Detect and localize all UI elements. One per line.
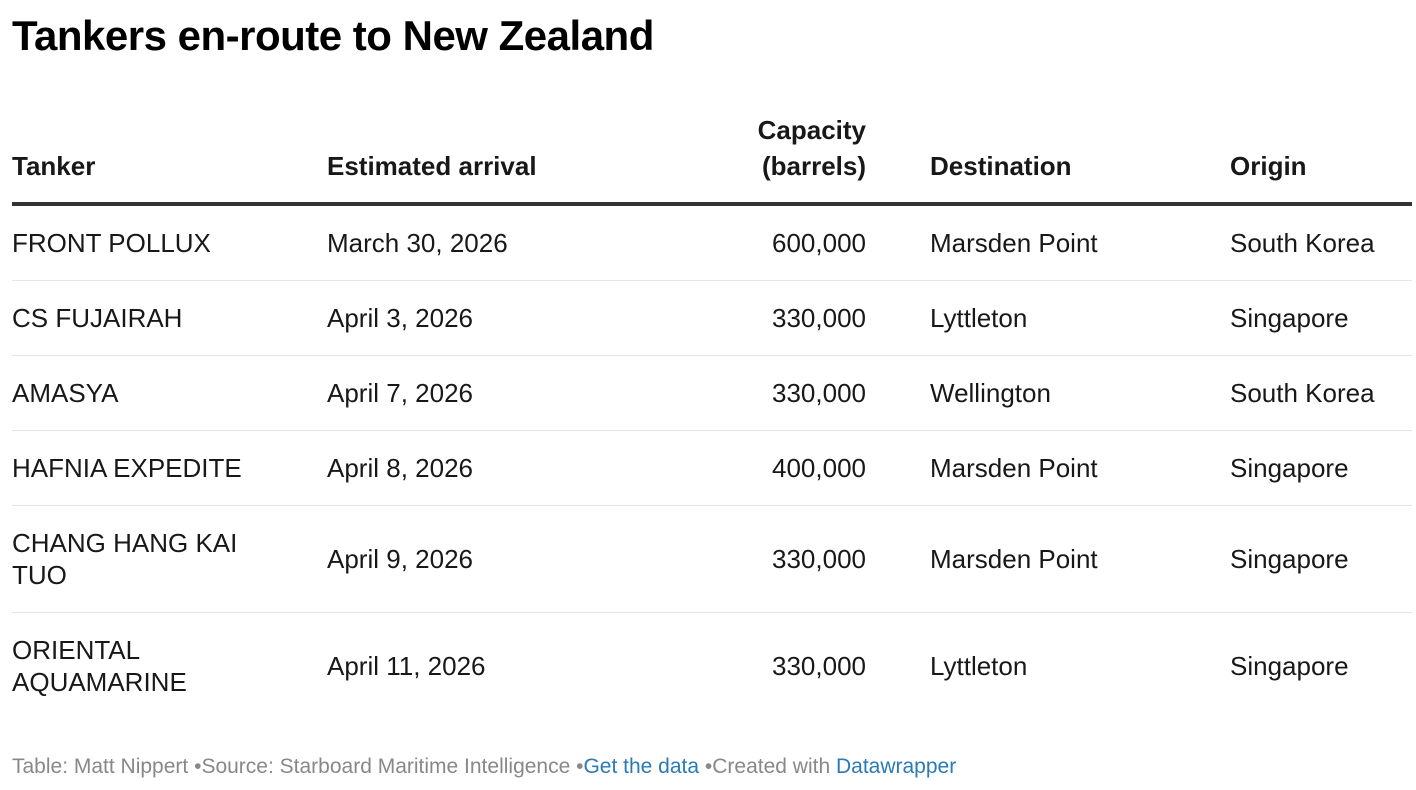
table-cell: Singapore [1230,651,1349,681]
table-cell: ORIENTAL AQUAMARINE [12,635,187,697]
table-cell: Marsden Point [866,505,1230,613]
header-text: Origin [1230,151,1307,181]
table-cell: Wellington [866,355,1230,431]
table-cell: March 30, 2026 [327,204,642,281]
table-row: HAFNIA EXPEDITE April 8, 2026 400,000 Marsd… [12,430,1412,506]
table-cell: April 3, 2026 [327,280,642,356]
table-cell: FRONT POLLUX [12,204,327,281]
created-with: Created with [712,755,831,778]
table-cell: Marsden Point [866,430,1230,506]
table-row: ORIENTAL AQUAMARINE April 11, 2026 330,000… [12,613,1412,720]
table-row: CS FUJAIRAH April 3, 2026 330,000 Lyttleton… [12,280,1412,356]
title: Tankers en-route to New Zealand [12,12,654,59]
table-cell: South Korea [1230,355,1412,431]
table-cell: Marsden Point [866,204,1230,281]
table-cell: CHANG HANG KAI TUO [12,505,327,613]
table-cell: 600,000 [642,204,866,281]
table-cell: April 9, 2026 [327,505,642,613]
table-cell: Lyttleton [866,280,1230,356]
table-cell: Singapore [1230,280,1412,356]
tool-link[interactable]: Datawrapper [835,755,957,778]
table-cell: April 7, 2026 [327,355,642,431]
header-text: Destination [930,151,1072,181]
table: Tanker Estimated arrival Capacity (barrels… [12,112,1412,719]
column-header: Capacity (barrels) [642,112,866,206]
table-cell: 330,000 [642,280,866,356]
table-cell: 330,000 [772,651,866,681]
table-cell: Lyttleton [930,651,1028,681]
byline: Table: Matt Nippert [12,755,189,778]
column-header: Destination [866,112,1230,206]
table-body: FRONT POLLUX March 30, 2026 600,000 Marsden… [12,204,1412,719]
table-row: CHANG HANG KAI TUO April 9, 2026 330,000 Ma… [12,505,1412,613]
header-text: Estimated arrival [327,151,537,181]
column-header: Tanker [12,112,327,206]
footer: Table: Matt Nippert Source: Starboard Mar… [12,755,956,779]
source: Source: Starboard Maritime Intelligence [201,755,571,778]
table-cell: Singapore [1230,505,1412,613]
table-cell: South Korea [1230,204,1412,281]
separator [570,755,583,778]
separator [699,755,712,778]
header-text: Capacity (barrels) [757,115,866,181]
table-header: Tanker Estimated arrival Capacity (barrels… [12,112,1412,206]
table-cell: April 8, 2026 [327,430,642,506]
column-header: Origin [1230,112,1412,206]
table-cell: 330,000 [642,355,866,431]
separator [188,755,201,778]
table-row: AMASYA April 7, 2026 330,000 Wellington Sout… [12,355,1412,431]
header-row: Tanker Estimated arrival Capacity (barrels… [12,112,1412,206]
table-cell: HAFNIA EXPEDITE [12,430,327,506]
table-cell: Singapore [1230,430,1412,506]
data-link[interactable]: Get the data [583,755,700,778]
table-cell: CS FUJAIRAH [12,280,327,356]
table-cell: 400,000 [642,430,866,506]
table-cell: 330,000 [642,505,866,613]
table-cell: AMASYA [12,355,327,431]
table-row: FRONT POLLUX March 30, 2026 600,000 Marsden… [12,204,1412,281]
header-text: Tanker [12,151,96,181]
table-cell: April 11, 2026 [327,651,486,681]
column-header: Estimated arrival [327,112,642,206]
